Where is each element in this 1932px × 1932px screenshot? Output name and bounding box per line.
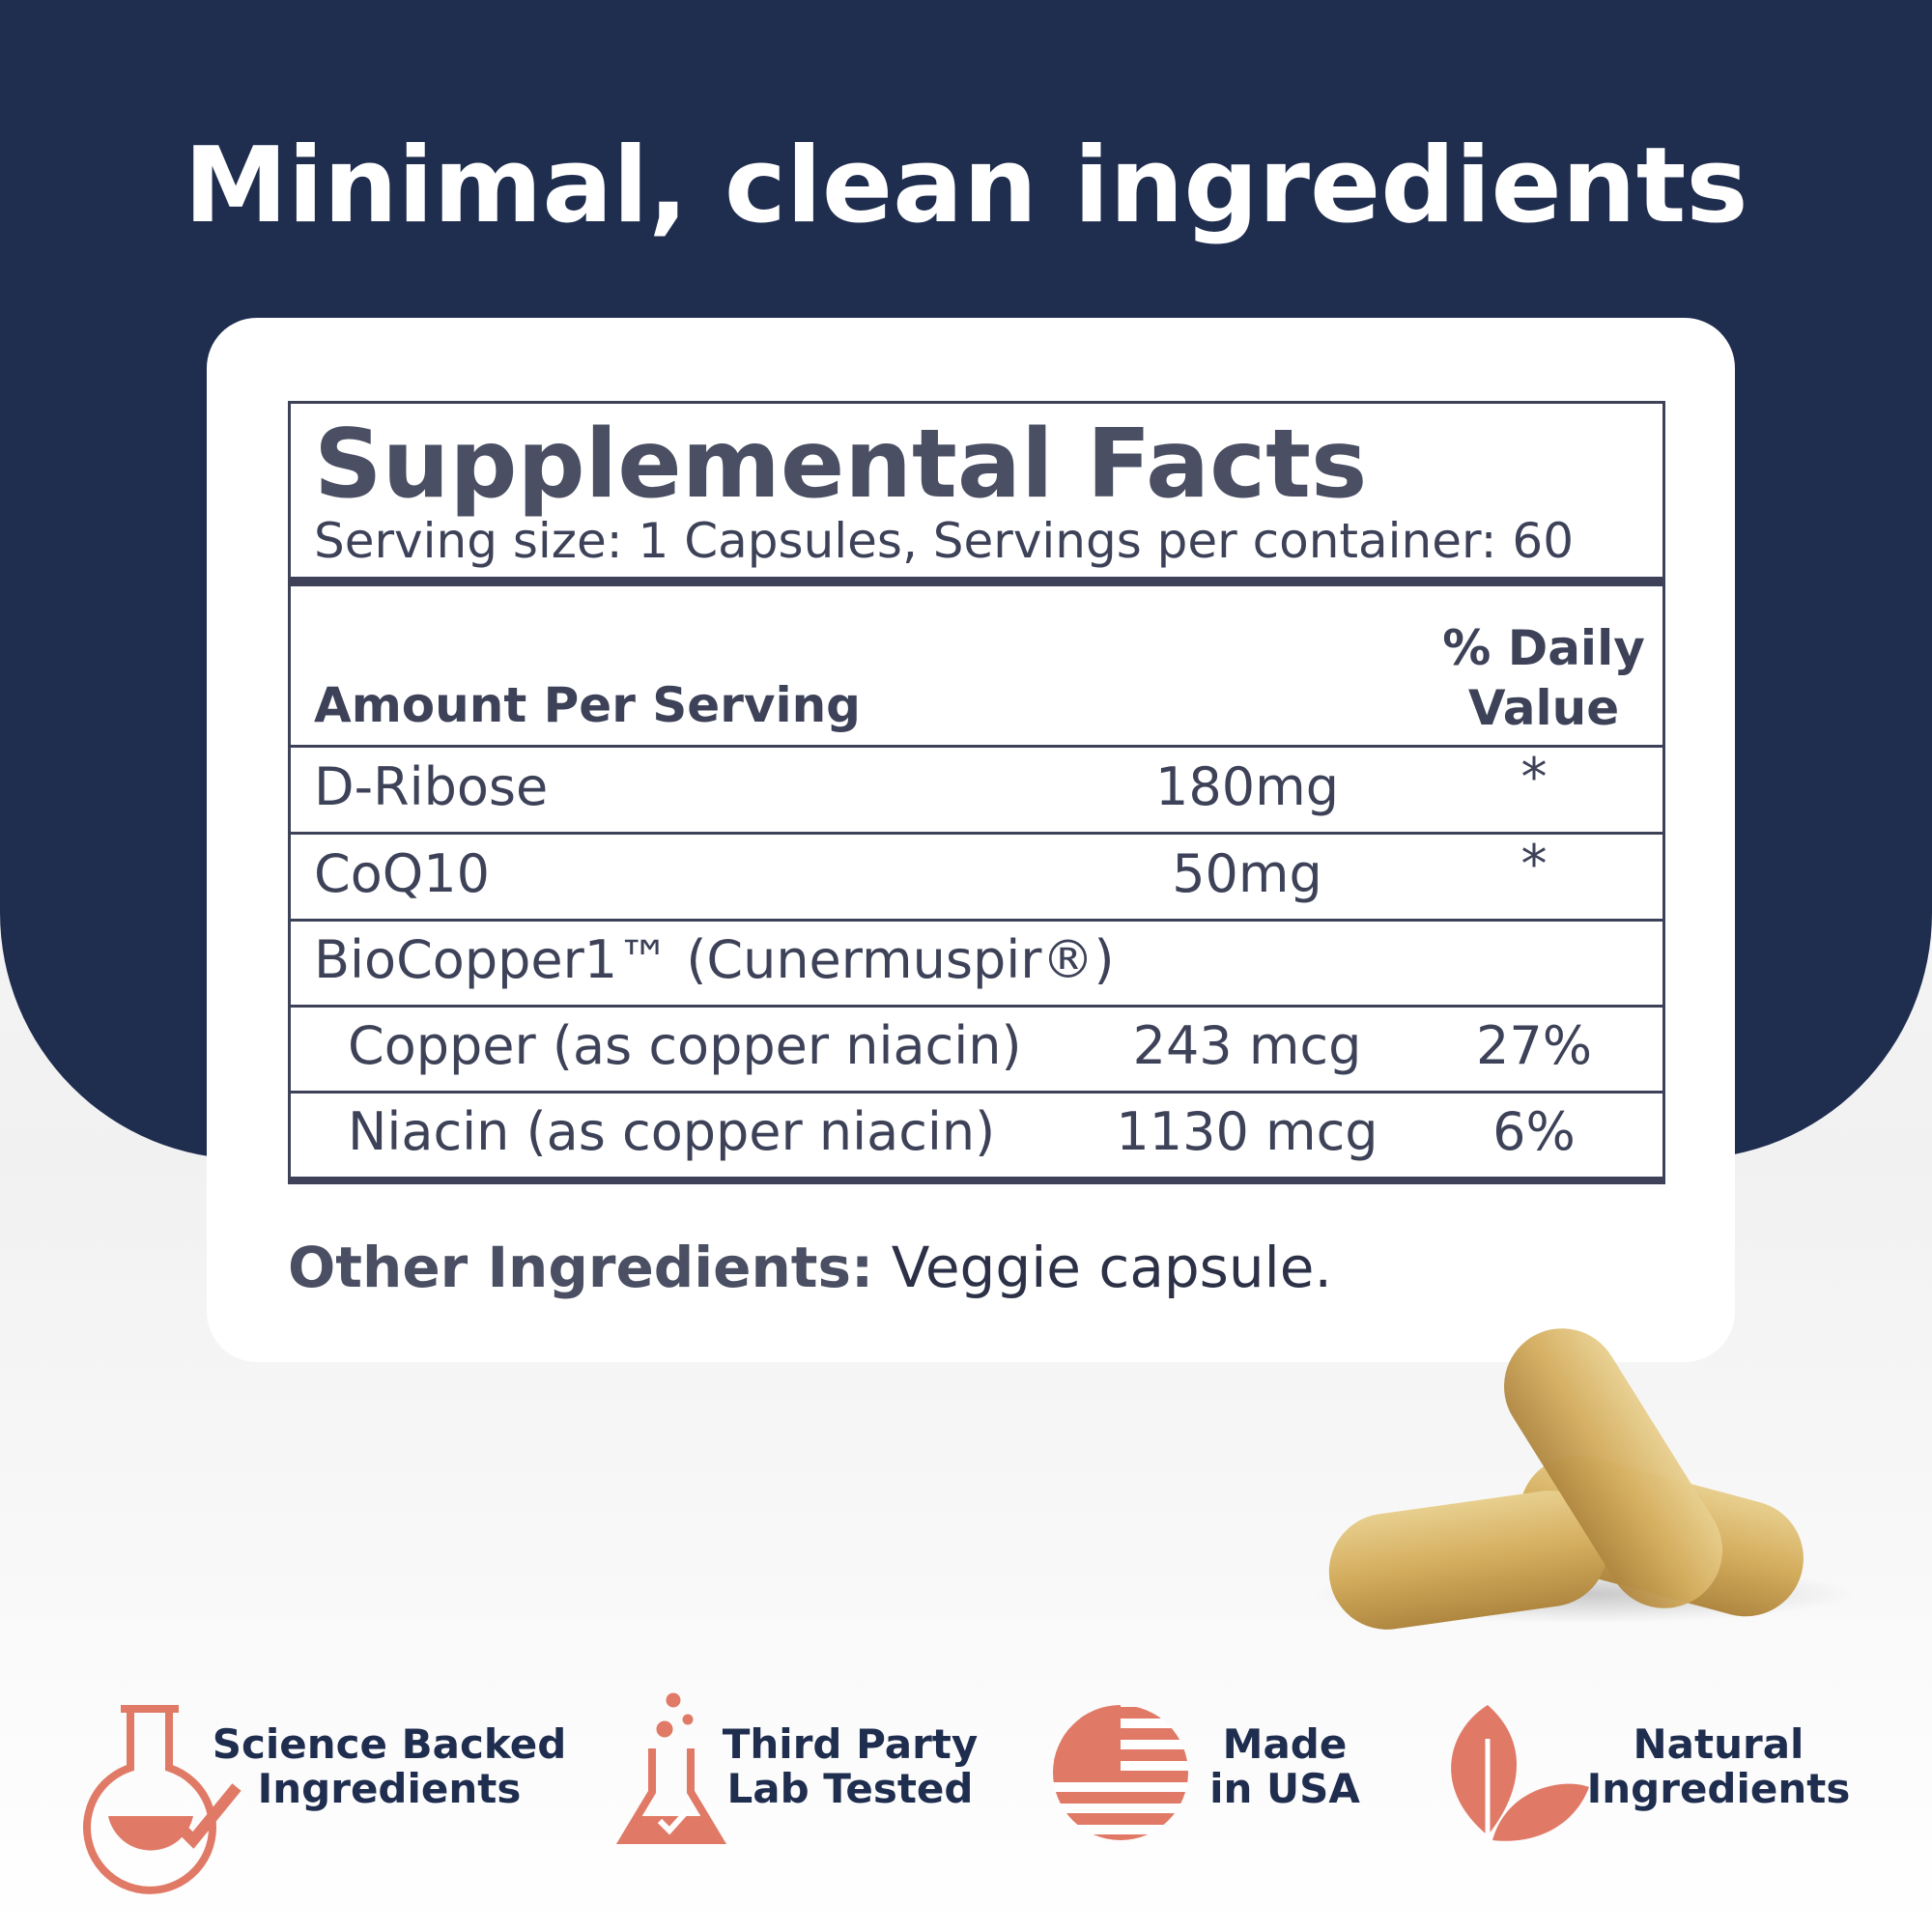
- row-dv: 6%: [1492, 1101, 1576, 1162]
- row-dv: *: [1520, 747, 1548, 808]
- badge-line: Ingredients: [1586, 1765, 1851, 1812]
- row-amount: 243 mcg: [1132, 1015, 1362, 1076]
- badge-text: Science Backed Ingredients: [213, 1722, 567, 1811]
- capsules: [1314, 1328, 1855, 1630]
- row-amount: 50mg: [1172, 843, 1322, 904]
- rule: [288, 745, 1665, 748]
- headline: Minimal, clean ingredients: [184, 126, 1748, 246]
- badge-line: Natural: [1633, 1720, 1804, 1768]
- facts-table: [288, 401, 1665, 1184]
- row-name: BioCopper1™ (Cunermuspir®): [314, 929, 1115, 990]
- leaf-icon: [1451, 1705, 1589, 1841]
- badge-text: Made in USA: [1209, 1722, 1360, 1811]
- thick-rule: [288, 577, 1665, 586]
- row-name: Niacin (as copper niacin): [348, 1101, 996, 1162]
- serving-info: Serving size: 1 Capsules, Servings per c…: [314, 513, 1575, 569]
- other-value: Veggie capsule.: [891, 1235, 1332, 1300]
- badge-line: Made: [1222, 1720, 1348, 1768]
- flag-icon: [1053, 1705, 1188, 1840]
- row-name: CoQ10: [314, 843, 490, 904]
- row-name: D-Ribose: [314, 756, 549, 817]
- rule: [288, 919, 1665, 922]
- flask-icon: [83, 1705, 242, 1894]
- rule: [288, 832, 1665, 835]
- badge-line: Science Backed: [212, 1720, 567, 1768]
- row-amount: 180mg: [1155, 756, 1339, 817]
- row-amount: 1130 mcg: [1116, 1101, 1378, 1162]
- row-name: Copper (as copper niacin): [348, 1015, 1022, 1076]
- badge-line: in USA: [1209, 1765, 1360, 1812]
- badge-line: Lab Tested: [726, 1765, 974, 1812]
- row-dv: *: [1520, 834, 1548, 895]
- row-dv: 27%: [1475, 1015, 1593, 1076]
- rule: [288, 1005, 1665, 1008]
- badge-line: Ingredients: [257, 1765, 522, 1812]
- other-label: Other Ingredients:: [288, 1235, 874, 1300]
- facts-title: Supplemental Facts: [314, 410, 1368, 520]
- lab-icon: [615, 1692, 727, 1844]
- other-ingredients: Other Ingredients: Veggie capsule.: [288, 1239, 1332, 1295]
- header-dv: % Daily Value: [1442, 620, 1645, 736]
- rule: [288, 1091, 1665, 1094]
- card: [207, 318, 1735, 1362]
- badge-text: Natural Ingredients: [1587, 1722, 1851, 1811]
- badge-line: Third Party: [722, 1720, 979, 1768]
- icons: [83, 1692, 1589, 1894]
- header-amount: Amount Per Serving: [314, 677, 861, 733]
- badge-text: Third Party Lab Tested: [723, 1722, 979, 1811]
